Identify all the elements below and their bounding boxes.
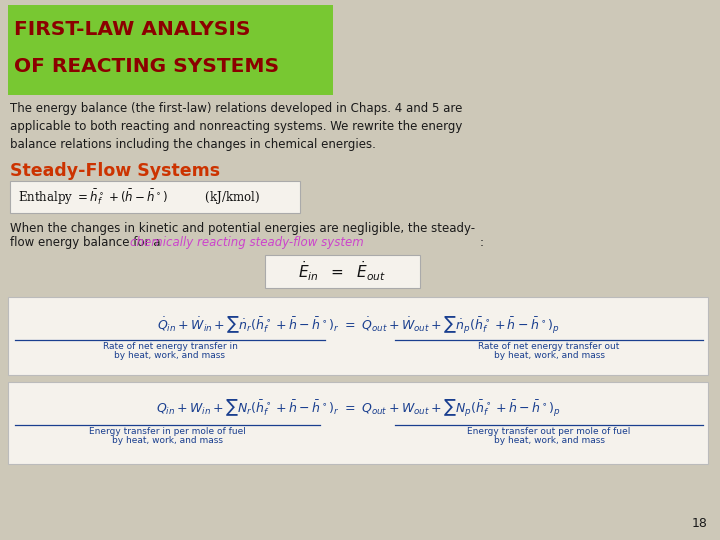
FancyBboxPatch shape	[8, 297, 708, 375]
Text: Rate of net energy transfer in: Rate of net energy transfer in	[102, 342, 238, 351]
Text: Energy transfer out per mole of fuel: Energy transfer out per mole of fuel	[467, 427, 631, 436]
Text: by heat, work, and mass: by heat, work, and mass	[112, 436, 222, 445]
Text: $Q_{in} + W_{in} + \sum N_r(\bar{h}_f^\circ + \bar{h} - \bar{h}^\circ)_r\ =\ Q_{: $Q_{in} + W_{in} + \sum N_r(\bar{h}_f^\c…	[156, 398, 560, 419]
Text: When the changes in kinetic and potential energies are negligible, the steady-: When the changes in kinetic and potentia…	[10, 222, 475, 235]
Text: Energy transfer in per mole of fuel: Energy transfer in per mole of fuel	[89, 427, 246, 436]
Text: Rate of net energy transfer out: Rate of net energy transfer out	[478, 342, 620, 351]
Text: The energy balance (the first-law) relations developed in Chaps. 4 and 5 are
app: The energy balance (the first-law) relat…	[10, 102, 462, 151]
FancyBboxPatch shape	[10, 181, 300, 213]
FancyBboxPatch shape	[8, 5, 333, 95]
Text: chemically reacting steady-flow system: chemically reacting steady-flow system	[130, 236, 364, 249]
Text: by heat, work, and mass: by heat, work, and mass	[493, 351, 605, 360]
Text: $\dot{E}_{in}\ \ = \ \ \dot{E}_{out}$: $\dot{E}_{in}\ \ = \ \ \dot{E}_{out}$	[298, 259, 386, 283]
Text: by heat, work, and mass: by heat, work, and mass	[114, 351, 225, 360]
Text: 18: 18	[692, 517, 708, 530]
Text: Enthalpy $= \bar{h}_f^\circ + (\bar{h} - \bar{h}^\circ)$          (kJ/kmol): Enthalpy $= \bar{h}_f^\circ + (\bar{h} -…	[18, 187, 260, 207]
Text: by heat, work, and mass: by heat, work, and mass	[493, 436, 605, 445]
Text: :: :	[480, 236, 484, 249]
Text: $\dot{Q}_{in} + \dot{W}_{in} + \sum\dot{n}_r(\bar{h}_f^\circ + \bar{h} - \bar{h}: $\dot{Q}_{in} + \dot{W}_{in} + \sum\dot{…	[157, 315, 559, 336]
Text: OF REACTING SYSTEMS: OF REACTING SYSTEMS	[14, 57, 279, 76]
FancyBboxPatch shape	[265, 255, 420, 288]
Text: flow energy balance for a: flow energy balance for a	[10, 236, 164, 249]
FancyBboxPatch shape	[8, 382, 708, 464]
Text: FIRST-LAW ANALYSIS: FIRST-LAW ANALYSIS	[14, 20, 251, 39]
Text: Steady-Flow Systems: Steady-Flow Systems	[10, 162, 220, 180]
